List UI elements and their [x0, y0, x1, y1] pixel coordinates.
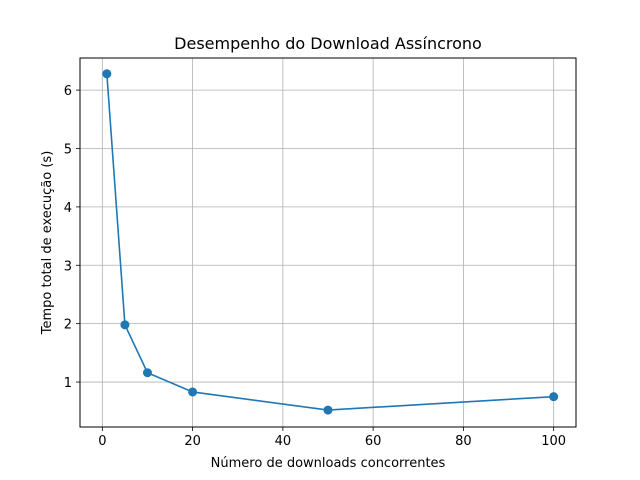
y-tick-label: 4: [64, 201, 72, 216]
data-point: [120, 320, 130, 330]
y-tick-label: 2: [64, 318, 72, 333]
data-point: [323, 405, 333, 415]
x-tick-label: 20: [184, 434, 201, 449]
y-tick-label: 1: [64, 376, 72, 391]
x-tick-label: 100: [541, 434, 566, 449]
data-point: [142, 368, 152, 378]
x-axis-label: Número de downloads concorrentes: [211, 456, 446, 471]
series-layer: [102, 69, 559, 415]
data-point: [102, 69, 112, 79]
y-tick-label: 5: [64, 142, 72, 157]
grid: [80, 58, 576, 427]
y-tick-label: 6: [64, 84, 72, 99]
data-point: [549, 392, 559, 402]
y-axis-label: Tempo total de execução (s): [40, 151, 55, 336]
series-line: [106, 73, 554, 411]
data-point: [188, 387, 198, 397]
x-tick-label: 80: [455, 434, 472, 449]
ticks: 0 20 40 60 80 100 1 2 3 4 5 6: [64, 84, 566, 449]
x-tick-label: 40: [275, 434, 292, 449]
x-tick-label: 0: [98, 434, 106, 449]
plot-frame: [79, 57, 577, 428]
x-tick-label: 60: [365, 434, 382, 449]
y-tick-label: 3: [64, 259, 72, 274]
chart-title: Desempenho do Download Assíncrono: [174, 34, 482, 53]
